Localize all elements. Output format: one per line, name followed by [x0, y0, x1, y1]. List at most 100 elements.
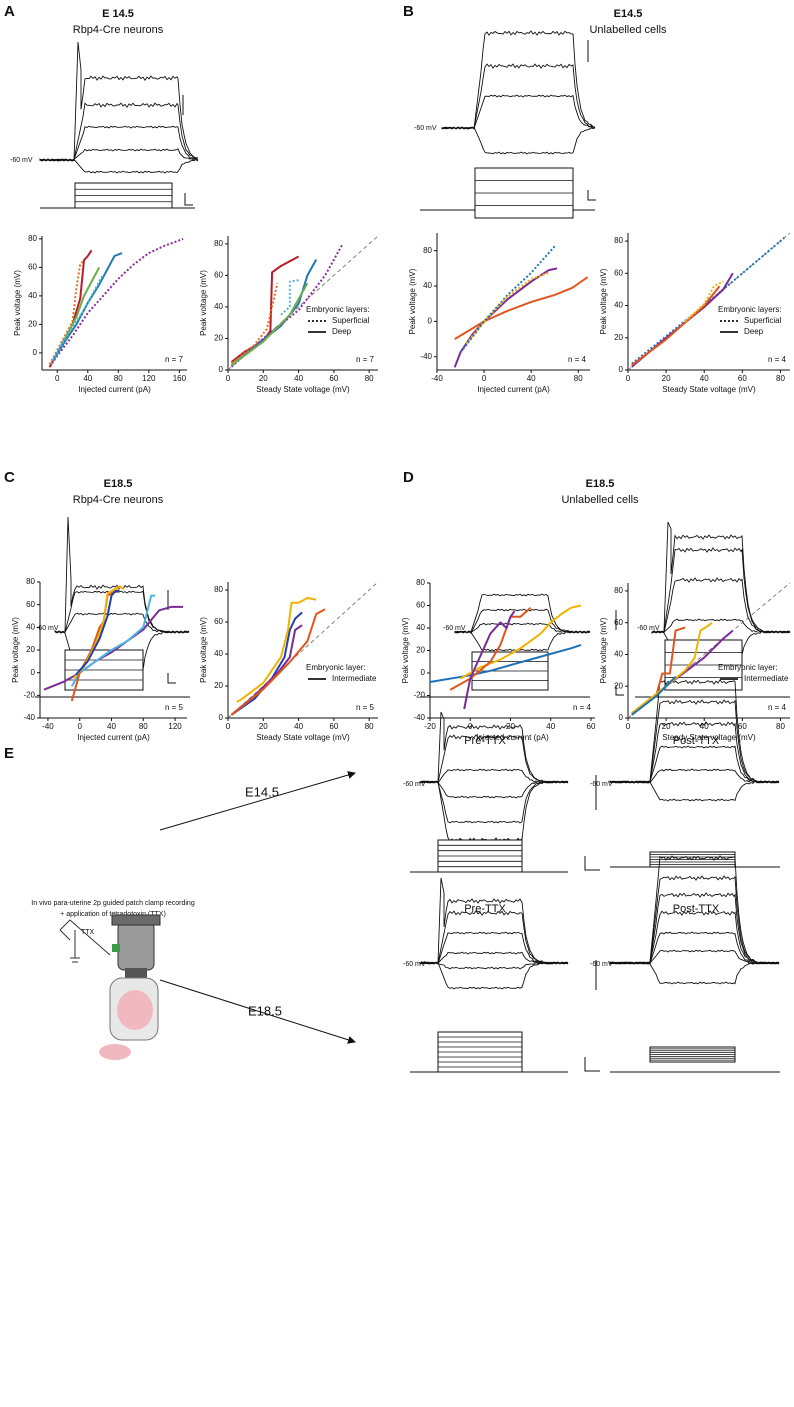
x-tick-label: 80 — [574, 374, 583, 383]
x-axis-label: Injected current (pA) — [476, 733, 549, 742]
data-line — [230, 283, 279, 365]
y-axis-label: Peak voltage (mV) — [408, 268, 417, 334]
voltage-trace — [39, 102, 199, 162]
setup-illustration — [59, 914, 161, 1060]
x-tick-label: 160 — [173, 374, 187, 383]
x-tick-label: 0 — [78, 722, 83, 731]
panel-letter: E — [4, 745, 14, 762]
annotation: n = 4 — [768, 355, 787, 364]
voltage-trace — [419, 961, 569, 990]
y-tick-label: 60 — [28, 262, 37, 271]
y-axis-label: Peak voltage (mV) — [13, 270, 22, 336]
panel-letter: C — [4, 469, 15, 486]
baseline-label: -60 mV — [36, 625, 59, 632]
voltage-trace — [419, 910, 569, 965]
voltage-trace — [651, 521, 791, 634]
y-tick-label: 0 — [219, 713, 224, 722]
recording-text: + application of tetradotoxin (TTX) — [60, 911, 166, 918]
legend-title: Embryonic layer: — [718, 663, 778, 672]
panel-letter: D — [403, 469, 414, 486]
y-tick-label: 80 — [28, 234, 37, 243]
voltage-trace — [419, 877, 569, 965]
data-line — [236, 597, 317, 703]
y-tick-label: 20 — [26, 645, 35, 654]
annotation: n = 5 — [165, 703, 184, 712]
x-axis-label: Steady State voltage (mV) — [256, 385, 350, 394]
data-line — [280, 279, 299, 316]
y-tick-label: 60 — [614, 618, 623, 627]
data-line — [631, 675, 677, 716]
panel-title: E 14.5 — [102, 8, 134, 20]
y-tick-label: 60 — [214, 271, 223, 280]
y-tick-label: -20 — [23, 690, 35, 699]
voltage-trace — [441, 94, 596, 130]
voltage-trace — [651, 577, 791, 634]
panel-letter: A — [4, 3, 15, 20]
legend-title: Embryonic layers: — [718, 305, 782, 314]
voltage-trace — [39, 125, 199, 162]
voltage-trace — [54, 590, 190, 634]
panel-subtitle: Rbp4-Cre neurons — [73, 24, 164, 36]
legend-label: Intermediate — [332, 674, 377, 683]
x-tick-label: -40 — [431, 374, 443, 383]
condition-label: Post-TTX — [673, 735, 720, 747]
panel-title: E14.5 — [614, 8, 643, 20]
legend-label: Deep — [744, 327, 764, 336]
voltage-trace — [441, 126, 596, 155]
y-tick-label: -40 — [23, 713, 35, 722]
x-tick-label: 60 — [329, 722, 338, 731]
y-tick-label: -40 — [413, 713, 425, 722]
annotation: n = 5 — [356, 703, 375, 712]
age-label: E18.5 — [248, 1003, 282, 1018]
y-tick-label: 40 — [28, 291, 37, 300]
voltage-trace — [39, 158, 199, 174]
voltage-trace — [419, 961, 569, 970]
x-tick-label: 0 — [226, 374, 231, 383]
y-tick-label: 80 — [214, 585, 223, 594]
y-tick-label: 80 — [214, 239, 223, 248]
data-line — [50, 274, 104, 365]
x-tick-label: 20 — [506, 722, 515, 731]
y-axis-label: Peak voltage (mV) — [401, 617, 410, 683]
y-tick-label: 40 — [214, 649, 223, 658]
baseline-label: -60 mV — [10, 157, 33, 164]
voltage-trace — [651, 618, 791, 634]
annotation: n = 4 — [568, 355, 587, 364]
baseline-label: -60 mV — [443, 625, 466, 632]
voltage-trace — [609, 745, 780, 784]
y-tick-label: 0 — [619, 713, 624, 722]
x-tick-label: 40 — [700, 722, 709, 731]
x-axis-label: Injected current (pA) — [477, 385, 550, 394]
x-tick-label: 60 — [587, 722, 596, 731]
drug-label: TTX — [81, 929, 95, 936]
x-tick-label: 40 — [546, 722, 555, 731]
y-tick-label: 80 — [614, 236, 623, 245]
y-tick-label: 20 — [28, 319, 37, 328]
y-tick-label: 20 — [416, 646, 425, 655]
legend-title: Embryonic layers: — [306, 305, 370, 314]
scale-bar — [615, 685, 624, 696]
annotation: n = 7 — [165, 355, 184, 364]
y-tick-label: 40 — [416, 623, 425, 632]
y-tick-label: 60 — [26, 600, 35, 609]
legend-label: Superficial — [332, 316, 370, 325]
voltage-trace — [609, 721, 780, 784]
data-line — [684, 280, 724, 323]
x-tick-label: 80 — [365, 722, 374, 731]
legend-label: Intermediate — [744, 674, 789, 683]
x-tick-label: 40 — [294, 374, 303, 383]
baseline-label: -60 mV — [403, 781, 426, 788]
panel-subtitle: Unlabelled cells — [561, 494, 639, 506]
voltage-trace — [609, 679, 780, 784]
y-tick-label: 80 — [26, 577, 35, 586]
data-line — [230, 282, 309, 367]
y-tick-label: 40 — [614, 650, 623, 659]
data-line — [459, 245, 556, 353]
y-tick-label: 0 — [31, 668, 36, 677]
x-tick-label: -20 — [424, 722, 436, 731]
x-tick-label: 80 — [776, 722, 785, 731]
arrow — [159, 979, 356, 1044]
data-line — [465, 271, 550, 345]
data-line — [230, 243, 344, 368]
